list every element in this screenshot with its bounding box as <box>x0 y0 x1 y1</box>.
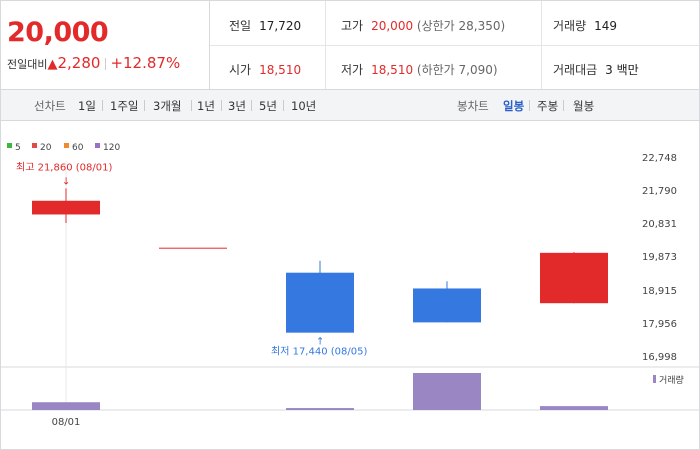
tab-3y[interactable]: 3년 <box>228 99 246 113</box>
tab-3m[interactable]: 3개월 <box>153 99 182 113</box>
legend-swatch <box>64 143 69 148</box>
candlestick-chart: 5 20 60 120 22,748 21,790 20,831 19,873 18,915 1… <box>1 143 699 428</box>
y-tick-label: 22,748 <box>642 153 677 164</box>
candle-body <box>159 247 227 249</box>
candle-chart-label: 봉차트 <box>457 99 489 113</box>
candle-body <box>32 200 100 215</box>
volume-legend-label: 거래량 <box>659 374 684 386</box>
annotations: 최고 21,860 (08/01) ↓ ↑최저 17,440 (08/05) <box>16 161 367 357</box>
volume-bar <box>540 406 608 410</box>
y-tick-label: 17,956 <box>642 319 677 330</box>
candles <box>32 188 608 333</box>
low-price: 저가 18,510 (하한가 7,090) <box>341 63 498 77</box>
change-percent: +12.87% <box>110 54 181 72</box>
tab-1w[interactable]: 1주일 <box>110 99 139 113</box>
high-annotation: 최고 21,860 (08/01) <box>16 161 112 173</box>
trade-amount: 거래대금 3 백만 <box>553 63 639 77</box>
divider <box>102 100 103 111</box>
up-arrow-icon: ▲ <box>47 57 58 72</box>
volume: 거래량 149 <box>553 19 618 33</box>
legend-entry: 20 <box>40 143 52 153</box>
volume-bar <box>413 373 481 410</box>
tab-weekly[interactable]: 주봉 <box>537 99 559 113</box>
legend-swatch <box>95 143 100 148</box>
y-tick-label: 19,873 <box>642 252 677 263</box>
tab-monthly[interactable]: 월봉 <box>573 99 595 113</box>
divider <box>105 57 107 70</box>
chart-legend: 5 20 60 120 <box>7 143 120 153</box>
low-annotation: 최저 17,440 (08/05) <box>271 346 367 358</box>
volume-legend-swatch <box>653 375 656 383</box>
tab-5y[interactable]: 5년 <box>259 99 277 113</box>
chart-tab-bar: 선차트 1일 1주일 3개월 1년 3년 5년 10년 봉차트 일봉 주봉 월봉 <box>1 90 699 121</box>
volume-bar <box>286 408 354 410</box>
change-label: 전일대비 <box>7 58 48 71</box>
change-value: 2,280 <box>57 54 101 72</box>
quote-header: 20,000 전일대비▲2,280 +12.87% 전일 17,720 고가 20,0… <box>1 1 699 90</box>
tab-1y[interactable]: 1년 <box>197 99 215 113</box>
price-change: 전일대비▲2,280 +12.87% <box>7 54 180 72</box>
open-price: 시가 18,510 <box>229 63 302 77</box>
divider <box>283 100 284 111</box>
legend-swatch <box>7 143 12 148</box>
price-summary: 20,000 전일대비▲2,280 +12.87% <box>1 1 210 89</box>
tab-daily[interactable]: 일봉 <box>503 99 525 113</box>
up-arrow-icon: ↑ <box>316 337 324 348</box>
legend-entry: 120 <box>103 143 120 153</box>
divider <box>221 100 222 111</box>
x-axis: 08/01 <box>52 417 81 428</box>
candle-body <box>286 272 354 333</box>
y-tick-label: 18,915 <box>642 286 677 297</box>
candle-body <box>413 288 481 323</box>
down-arrow-icon: ↓ <box>62 176 70 187</box>
y-tick-label: 16,998 <box>642 352 677 363</box>
tab-1d[interactable]: 1일 <box>78 99 96 113</box>
divider <box>563 100 564 111</box>
legend-entry: 5 <box>15 143 21 153</box>
x-tick-label: 08/01 <box>52 417 81 428</box>
legend-entry: 60 <box>72 143 84 153</box>
candle-body <box>540 252 608 304</box>
volume-bars: 거래량 <box>32 373 684 410</box>
y-tick-label: 20,831 <box>642 219 677 230</box>
divider <box>191 100 192 111</box>
legend-swatch <box>32 143 37 148</box>
divider <box>210 45 699 46</box>
y-tick-label: 21,790 <box>642 186 677 197</box>
high-price: 고가 20,000 (상한가 28,350) <box>341 19 506 33</box>
divider <box>144 100 145 111</box>
prev-close: 전일 17,720 <box>229 19 302 33</box>
line-chart-label: 선차트 <box>34 99 66 113</box>
divider <box>251 100 252 111</box>
divider <box>529 100 530 111</box>
current-price: 20,000 <box>7 17 109 48</box>
y-axis: 22,748 21,790 20,831 19,873 18,915 17,956 16,9… <box>642 153 677 363</box>
tab-10y[interactable]: 10년 <box>291 99 317 113</box>
volume-bar <box>32 402 100 410</box>
